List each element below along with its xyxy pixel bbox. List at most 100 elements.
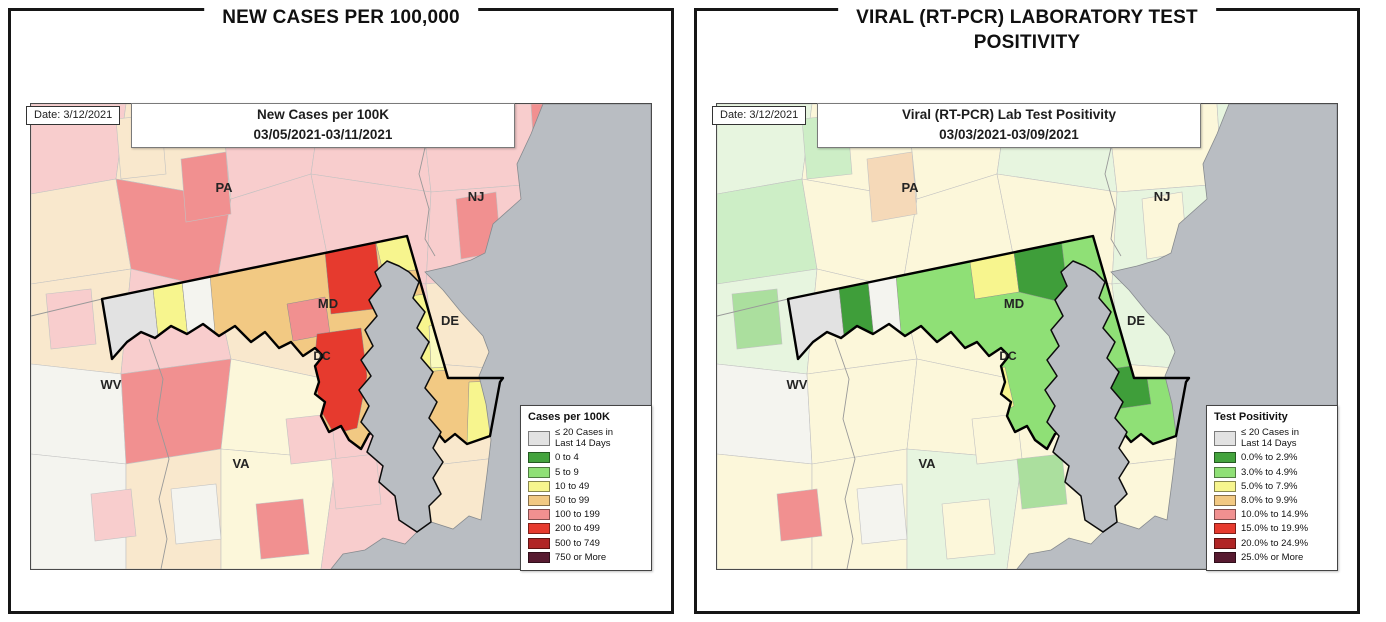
legend-swatch: [1214, 466, 1236, 478]
legend-label: 750 or More: [555, 551, 607, 563]
legend-item: 100 to 199: [528, 509, 644, 521]
legend-swatch: [528, 430, 550, 446]
map-title: Viral (RT-PCR) Lab Test Positivity 03/03…: [817, 103, 1201, 148]
county-shape: [941, 498, 996, 560]
map-title-line1: Viral (RT-PCR) Lab Test Positivity: [901, 107, 1117, 122]
legend-item: 25.0% or More: [1214, 552, 1330, 563]
legend-item: 5 to 9: [528, 467, 644, 478]
legend-label: 25.0% or More: [1241, 551, 1304, 563]
panel-title-positivity: VIRAL (RT-PCR) LABORATORY TEST POSITIVIT…: [838, 5, 1216, 55]
county-shape: [31, 178, 132, 285]
legend-label: 200 to 499: [555, 523, 600, 535]
map-title: New Cases per 100K 03/05/2021-03/11/2021: [131, 103, 515, 148]
legend-label: 0.0% to 2.9%: [1241, 452, 1298, 464]
map-title-line2: 03/05/2021-03/11/2021: [253, 127, 393, 142]
legend-item: 20.0% to 24.9%: [1214, 538, 1330, 549]
legend-item: 0 to 4: [528, 452, 644, 464]
county-shape: [45, 288, 97, 350]
panel-title-line1: NEW CASES PER 100,000: [222, 7, 460, 28]
legend-label: 50 to 99: [555, 494, 590, 506]
legend-swatch: [1214, 537, 1236, 549]
legend-swatch: [528, 495, 550, 507]
legend-swatch: [1214, 551, 1236, 563]
legend-swatch: [1214, 430, 1236, 446]
panel-title-new-cases: NEW CASES PER 100,000: [204, 5, 478, 30]
new-cases-panel: NEW CASES PER 100,000 PA NJ MD DE DC: [8, 5, 674, 614]
county-shape: [330, 453, 382, 510]
legend-label: 20.0% to 24.9%: [1241, 537, 1309, 549]
legend-swatch: [528, 466, 550, 478]
legend-item: 3.0% to 4.9%: [1214, 467, 1330, 478]
state-label-va: VA: [232, 456, 250, 471]
legend-swatch: [1214, 495, 1236, 507]
legend-item: 0.0% to 2.9%: [1214, 452, 1330, 464]
legend-label: 0 to 4: [555, 452, 579, 464]
panel-title-line2: POSITIVITY: [973, 32, 1081, 53]
legend-label: 5 to 9: [555, 466, 579, 478]
legend-item: 10.0% to 14.9%: [1214, 509, 1330, 521]
legend-item: 50 to 99: [528, 494, 644, 507]
legend-item: 5.0% to 7.9%: [1214, 481, 1330, 492]
legend-swatch: [528, 509, 550, 521]
map-legend: Test Positivity ≤ 20 Cases in Last 14 Da…: [1206, 404, 1338, 571]
county-shape: [731, 288, 783, 350]
new-cases-choropleth-map: PA NJ MD DE DC WV VA: [31, 104, 651, 569]
legend-swatch: [528, 480, 550, 492]
state-label-nj: NJ: [1154, 189, 1171, 204]
new-cases-map-container: PA NJ MD DE DC WV VA Date: 3/12/2021 New…: [26, 103, 652, 571]
county-shape: [856, 483, 908, 545]
state-label-wv: WV: [787, 377, 808, 392]
county-shape: [717, 178, 818, 285]
legend-label: 8.0% to 9.9%: [1241, 494, 1298, 506]
state-label-va: VA: [918, 456, 936, 471]
map-title-line1: New Cases per 100K: [256, 107, 390, 122]
legend-item: 500 to 749: [528, 538, 644, 549]
date-box: Date: 3/12/2021: [712, 106, 807, 125]
positivity-map-container: PA NJ MD DE DC WV VA Date: 3/12/2021 Vir…: [712, 103, 1338, 571]
state-label-md: MD: [318, 296, 338, 311]
legend-title: Test Positivity: [1214, 410, 1288, 423]
state-labels: PA NJ MD DE DC WV VA: [101, 180, 485, 471]
legend-label: ≤ 20 Cases in Last 14 Days: [1241, 426, 1300, 450]
state-label-pa: PA: [215, 180, 233, 195]
county-shape: [806, 358, 918, 465]
state-label-de: DE: [1127, 313, 1145, 328]
legend-item: 200 to 499: [528, 523, 644, 535]
state-label-md: MD: [1004, 296, 1024, 311]
positivity-choropleth-map: PA NJ MD DE DC WV VA: [717, 104, 1337, 569]
legend-swatch: [528, 551, 550, 563]
map-title-line2: 03/03/2021-03/09/2021: [939, 127, 1079, 142]
legend-label: ≤ 20 Cases in Last 14 Days: [555, 426, 614, 450]
legend-label: 10 to 49: [555, 480, 590, 492]
county-shape: [120, 358, 232, 465]
legend-swatch: [528, 523, 550, 535]
state-label-dc: DC: [999, 349, 1017, 363]
legend-item-nodata: ≤ 20 Cases in Last 14 Days: [1214, 427, 1330, 449]
state-label-nj: NJ: [468, 189, 485, 204]
legend-swatch: [1214, 480, 1236, 492]
legend-item: 10 to 49: [528, 481, 644, 492]
county-shape: [776, 488, 823, 542]
legend-item-nodata: ≤ 20 Cases in Last 14 Days: [528, 427, 644, 449]
county-shape: [1016, 453, 1068, 510]
legend-item: 750 or More: [528, 552, 644, 563]
legend-swatch: [528, 537, 550, 549]
state-labels: PA NJ MD DE DC WV VA: [787, 180, 1171, 471]
legend-item: 15.0% to 19.9%: [1214, 523, 1330, 535]
legend-label: 500 to 749: [555, 537, 600, 549]
county-shape: [90, 488, 137, 542]
state-label-pa: PA: [901, 180, 919, 195]
test-positivity-panel: VIRAL (RT-PCR) LABORATORY TEST POSITIVIT…: [694, 5, 1360, 614]
legend-swatch: [1214, 523, 1236, 535]
legend-label: 5.0% to 7.9%: [1241, 480, 1298, 492]
state-label-dc: DC: [313, 349, 331, 363]
legend-label: 10.0% to 14.9%: [1241, 509, 1309, 521]
date-box: Date: 3/12/2021: [26, 106, 121, 125]
legend-title: Cases per 100K: [528, 410, 610, 423]
legend-label: 15.0% to 19.9%: [1241, 523, 1309, 535]
legend-label: 3.0% to 4.9%: [1241, 466, 1298, 478]
legend-swatch: [1214, 452, 1236, 464]
legend-item: 8.0% to 9.9%: [1214, 494, 1330, 507]
county-shape: [170, 483, 222, 545]
